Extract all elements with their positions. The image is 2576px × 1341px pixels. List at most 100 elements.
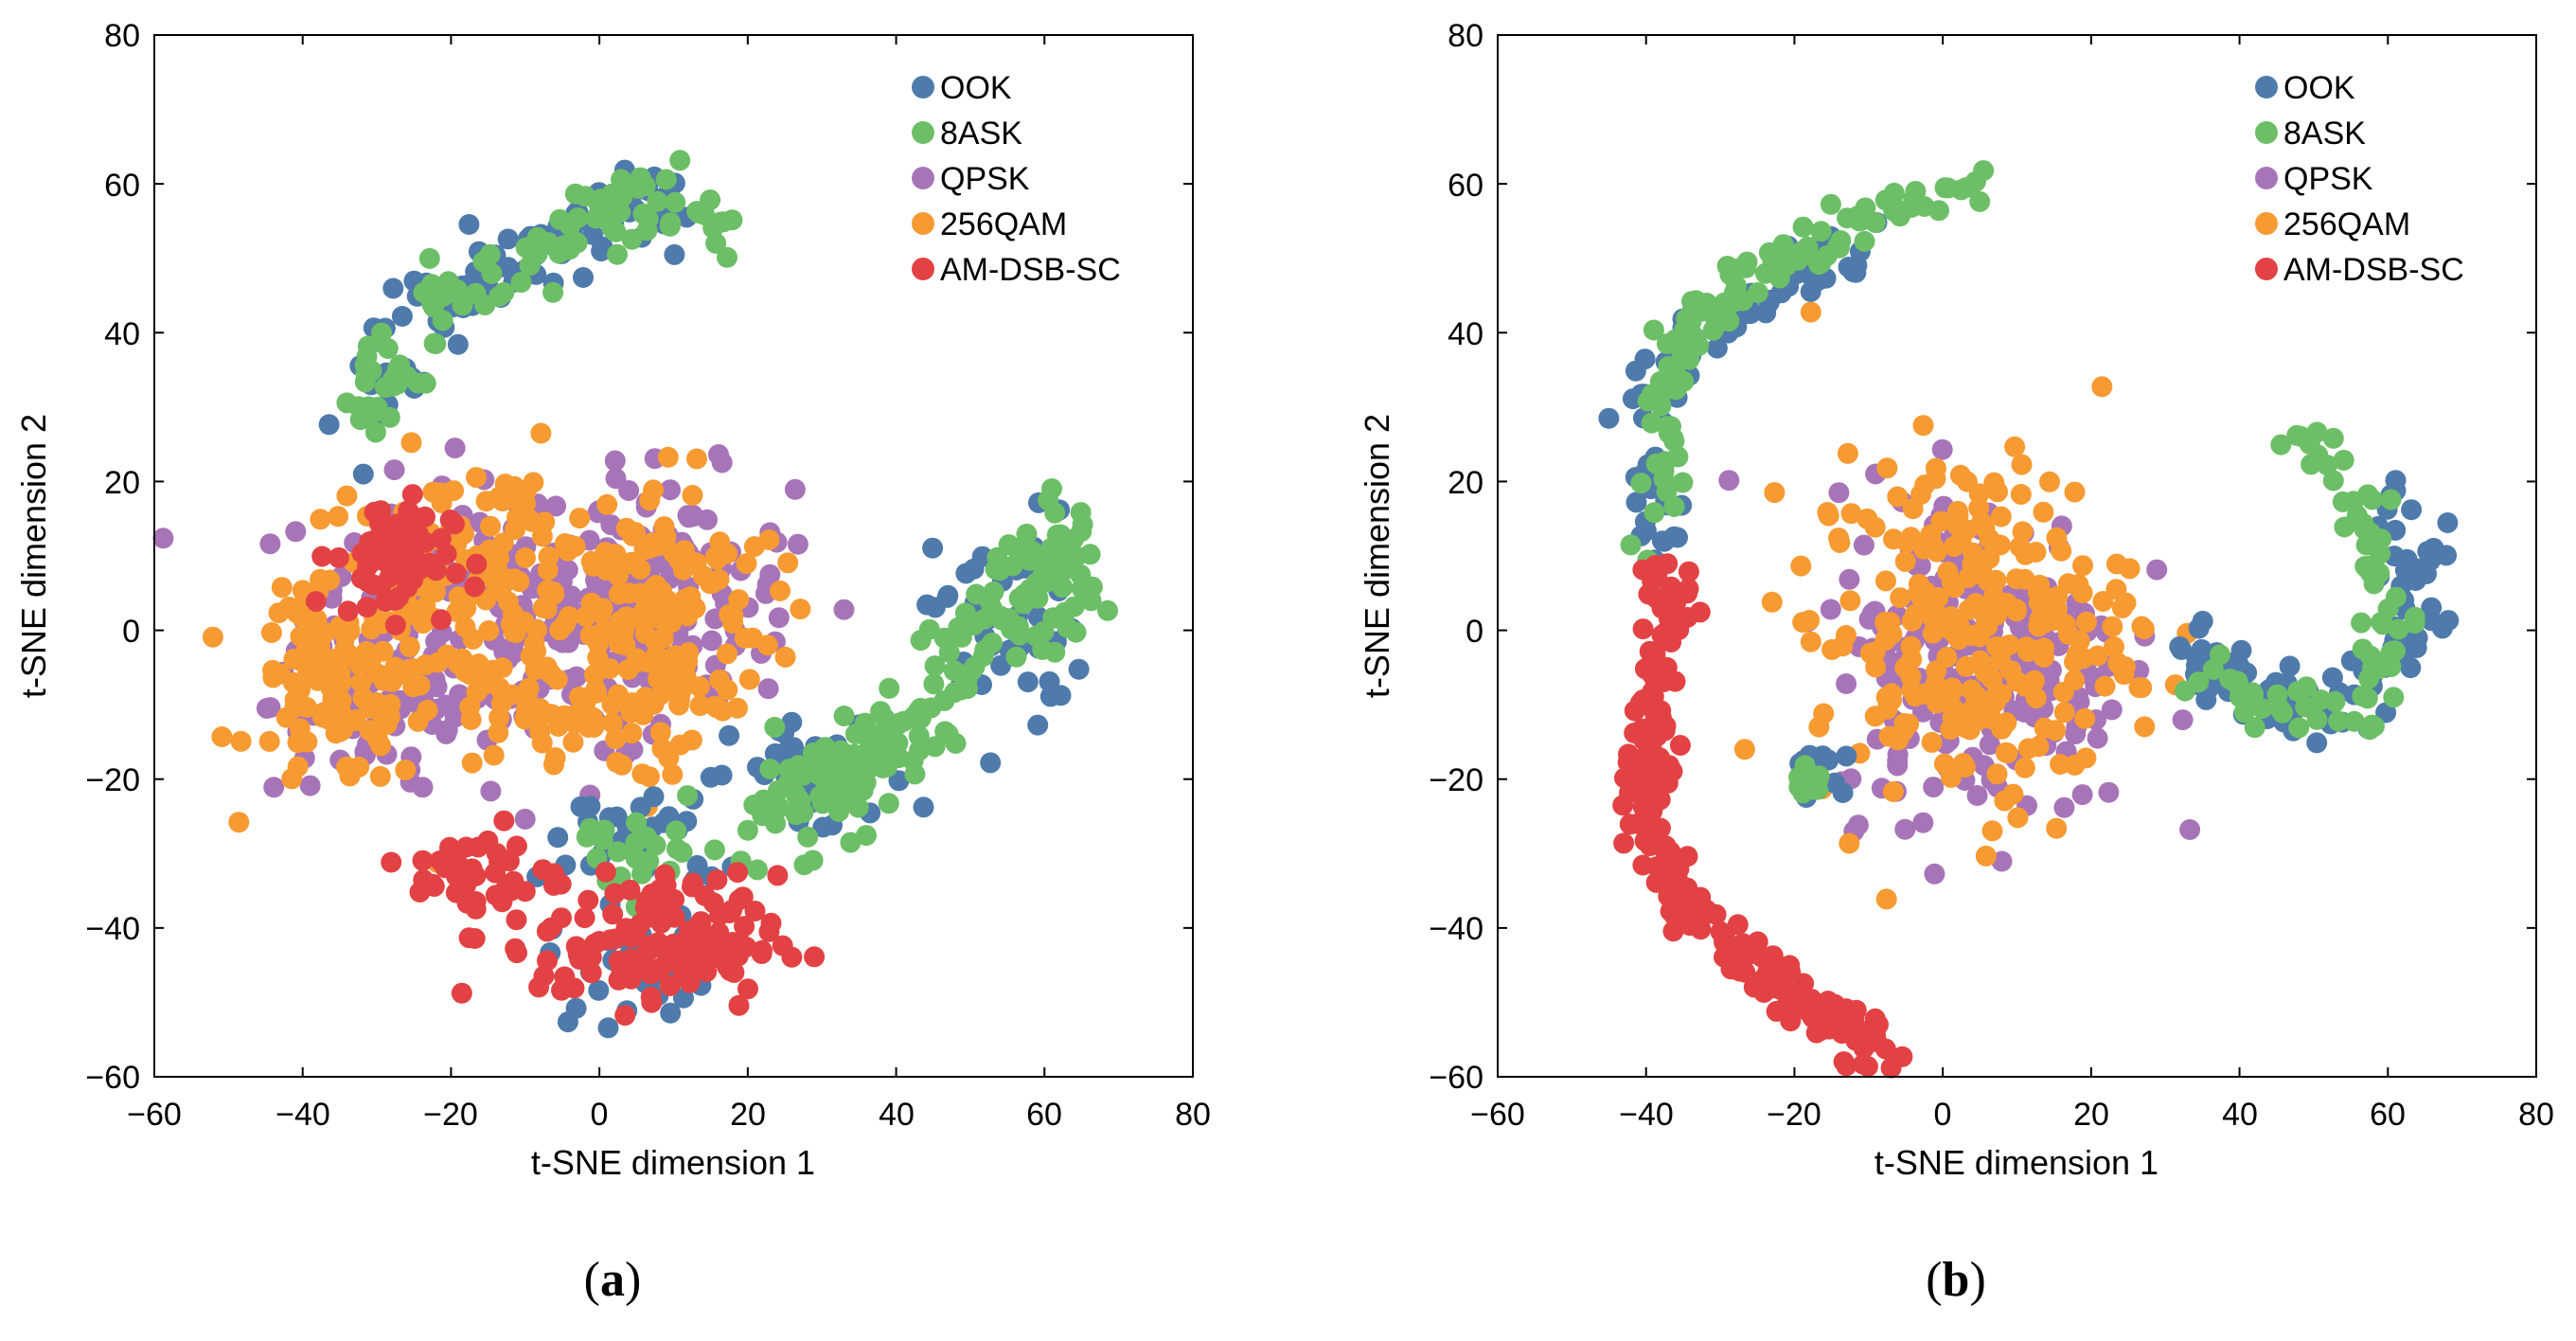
legend-label: OOK [940,70,1012,106]
point-256qam [492,532,514,554]
point-8ask [938,641,960,663]
point-ook [557,1011,578,1033]
point-ook [1836,745,1857,767]
point-8ask [2301,454,2322,475]
point-qpsk [784,478,806,500]
point-am-dsb-sc [537,950,558,972]
point-am-dsb-sc [1668,619,1690,640]
point-am-dsb-sc [468,836,489,858]
point-am-dsb-sc [551,907,572,929]
point-8ask [418,247,440,269]
panel-label-b: (b) [1926,1253,1986,1307]
point-256qam [328,506,349,527]
point-256qam [497,591,519,613]
point-8ask [1672,472,1694,493]
point-8ask [937,724,959,745]
point-256qam [2053,702,2075,724]
point-256qam [1949,464,1971,486]
y-tick-label: −60 [1429,1060,1483,1096]
point-256qam [2119,558,2141,580]
point-am-dsb-sc [445,882,467,903]
point-256qam [790,599,811,620]
point-8ask [1803,778,1825,800]
point-256qam [2072,555,2093,577]
point-256qam [564,535,586,557]
y-tick-label: −20 [1429,762,1483,798]
point-8ask [2354,556,2376,577]
point-am-dsb-sc [709,943,731,965]
panel-label-letter: b [1943,1253,1970,1307]
point-8ask [833,706,855,726]
point-256qam [1790,555,1812,577]
point-256qam [490,692,512,714]
point-256qam [2046,817,2068,839]
legend-label: 256QAM [2283,206,2410,242]
point-256qam [459,664,481,686]
point-256qam [1836,625,1856,646]
point-qpsk [426,676,448,698]
point-8ask [1002,555,1023,577]
point-256qam [412,613,434,635]
point-256qam [621,692,643,713]
point-8ask [1641,412,1662,434]
point-256qam [202,626,223,648]
point-8ask [1681,291,1702,313]
point-256qam [601,693,623,715]
point-256qam [1983,586,2005,607]
point-8ask [1052,577,1074,599]
x-tick-label: 80 [1175,1097,1211,1133]
point-am-dsb-sc [732,935,754,957]
point-qpsk [660,479,681,501]
point-8ask [671,841,693,863]
point-qpsk [2098,781,2120,803]
point-am-dsb-sc [1762,945,1784,967]
point-ook [888,770,910,792]
point-8ask [2362,657,2383,679]
point-ook [318,414,340,436]
y-tick-label: −40 [85,911,140,947]
point-8ask [2288,717,2310,739]
point-256qam [2046,599,2068,620]
point-am-dsb-sc [1639,640,1661,662]
point-256qam [395,760,417,780]
legend-marker-ook [912,76,934,98]
point-am-dsb-sc [752,939,773,961]
point-256qam [466,467,487,489]
point-am-dsb-sc [1826,997,1847,1019]
point-8ask [2371,612,2392,633]
point-256qam [706,548,728,570]
point-8ask [549,208,571,230]
point-qpsk [383,459,405,481]
point-256qam [1979,547,2000,569]
point-8ask [1883,182,1905,204]
point-256qam [370,735,392,757]
point-256qam [1975,845,1997,867]
point-256qam [2057,623,2079,645]
x-tick-label: 40 [879,1097,915,1133]
point-256qam [1876,457,1898,479]
point-8ask [1070,563,1092,585]
point-8ask [840,831,862,853]
point-256qam [770,580,791,601]
legend-b: OOK 8ASK QPSK 256QAM AM-DSB-SC [2255,70,2464,288]
x-tick-label: −60 [127,1097,182,1133]
point-8ask [963,615,985,636]
point-8ask [2388,618,2409,640]
x-axis-label: t-SNE dimension 1 [531,1143,815,1182]
point-am-dsb-sc [696,961,718,982]
point-8ask [625,831,647,853]
point-ook [2401,499,2423,521]
point-256qam [1817,502,1839,523]
point-8ask [669,150,691,171]
point-8ask [413,281,435,303]
point-256qam [1922,622,1944,644]
point-am-dsb-sc [415,506,435,527]
y-tick-label: 60 [104,168,140,204]
point-8ask [1707,298,1729,320]
point-8ask [1854,230,1875,252]
point-8ask [1658,422,1679,444]
point-qpsk [1991,850,2013,872]
point-256qam [2017,738,2039,760]
legend-label: QPSK [2283,161,2373,197]
x-tick-label: −40 [275,1097,330,1133]
